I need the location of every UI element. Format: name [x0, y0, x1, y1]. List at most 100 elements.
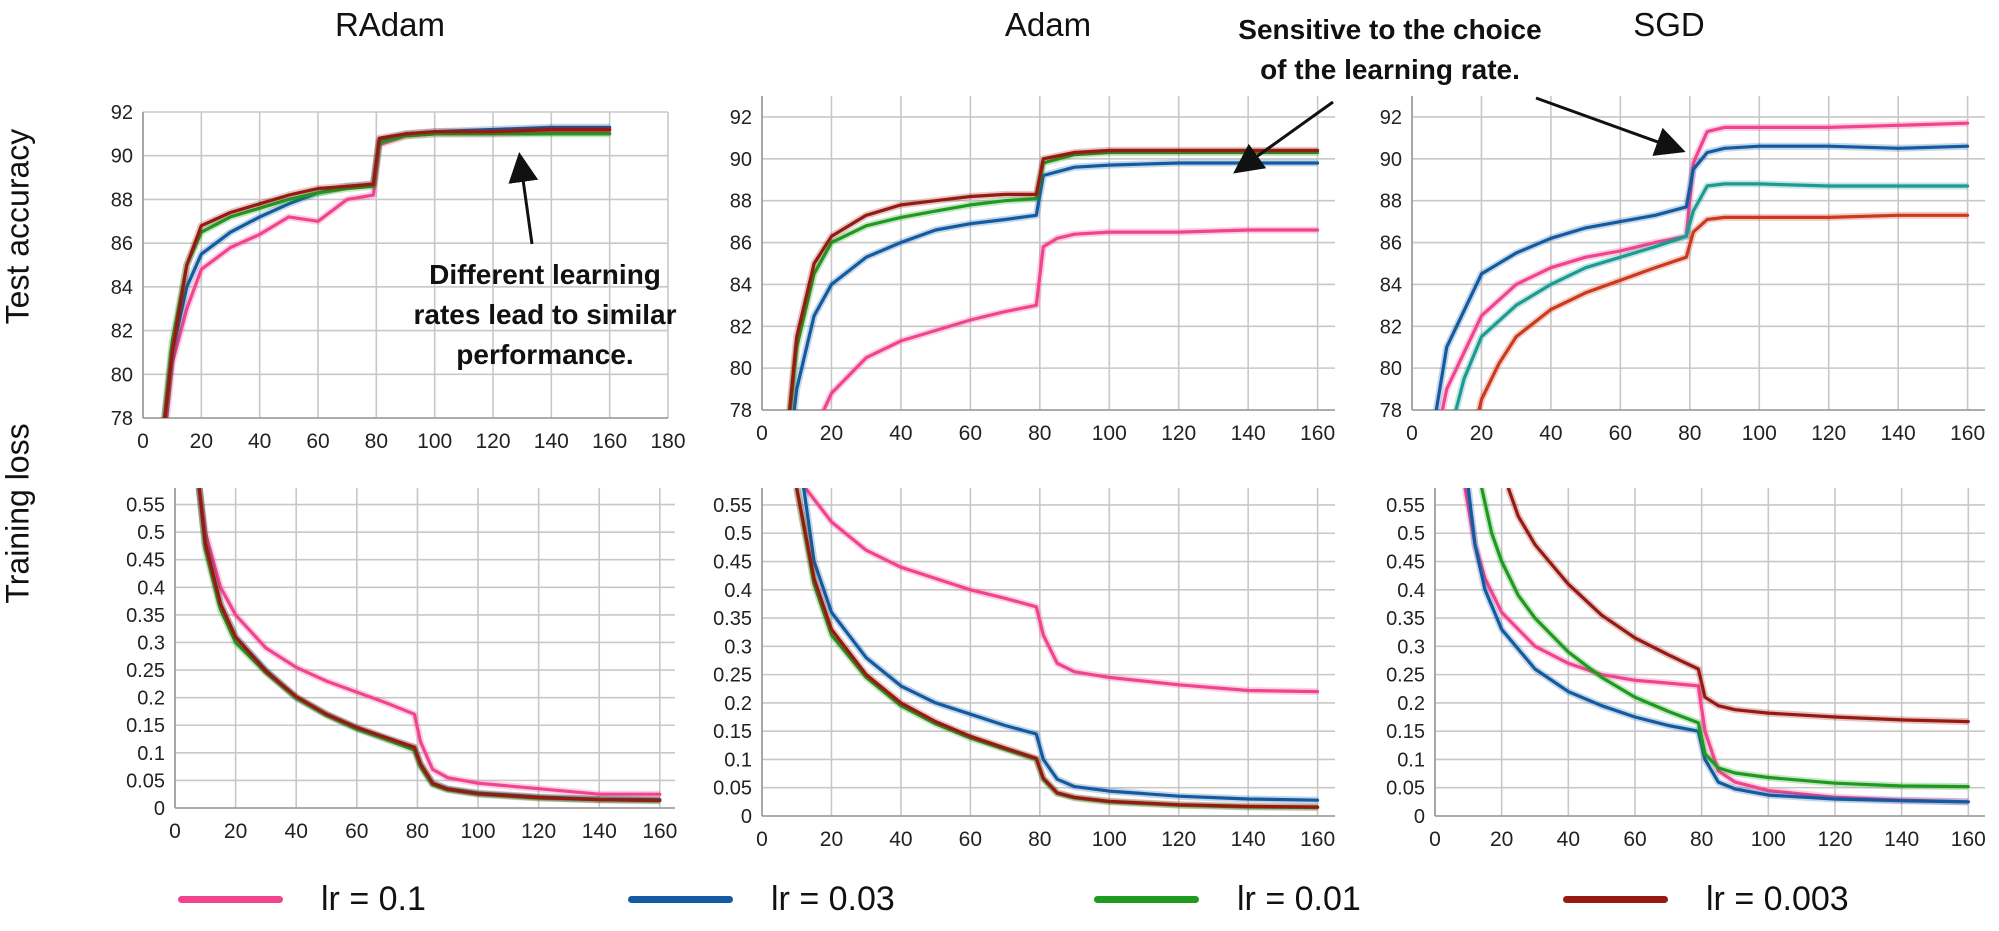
y-tick-label: 0.2 [724, 693, 752, 715]
y-tick-label: 78 [730, 400, 752, 422]
series-line-3 [1454, 182, 1970, 410]
x-tick-label: 80 [1028, 828, 1051, 851]
series-band-2 [1464, 488, 1969, 806]
y-tick-label: 90 [111, 146, 133, 168]
x-tick-label: 140 [1881, 422, 1916, 445]
y-tick-label: 86 [730, 233, 752, 255]
x-tick-label: 20 [820, 422, 843, 445]
y-tick-label: 0 [741, 806, 752, 828]
y-tick-label: 0 [1414, 806, 1425, 828]
x-tick-label: 160 [1950, 422, 1985, 445]
series-line-1 [1440, 121, 1970, 410]
legend-item-lr-0.01: lr = 0.01 [1094, 880, 1361, 919]
y-tick-label: 0.4 [137, 577, 165, 599]
series-line-2 [792, 161, 1320, 410]
chart-panel-6: 0 20 40 60 80 100 120 140 160 0 0.05 0.1 0.15 0.2 0.25… [1386, 488, 1986, 851]
y-tick-label: 0.3 [137, 632, 165, 654]
y-tick-label: 0.15 [1386, 721, 1425, 743]
series-line-4 [795, 488, 1320, 809]
x-tick-label: 0 [756, 828, 768, 851]
x-tick-label: 160 [1300, 828, 1335, 851]
y-tick-label: 86 [111, 233, 133, 255]
column-title-sgd: SGD [1633, 6, 1705, 43]
y-tick-label: 84 [111, 277, 133, 299]
chart-panel-3: 0 20 40 60 80 100 120 140 160 78 80 82 84 86 88 90 92 [1380, 96, 1985, 445]
x-tick-label: 120 [1817, 828, 1852, 851]
x-tick-label: 140 [1884, 828, 1919, 851]
y-tick-label: 0.45 [126, 550, 165, 572]
series-line-4 [197, 488, 662, 802]
x-tick-label: 20 [1470, 422, 1493, 445]
x-tick-label: 100 [1092, 828, 1127, 851]
series-band-4 [1505, 488, 1969, 726]
series-band-3 [786, 149, 1318, 410]
y-tick-label: 88 [730, 191, 752, 213]
arrow-sgd [1535, 96, 1686, 156]
y-tick-label: 0.05 [126, 770, 165, 792]
annotation-sensitivity: Sensitive to the choice of the learning … [1200, 10, 1580, 90]
y-tick-label: 90 [1380, 149, 1402, 171]
legend-swatch [1563, 896, 1668, 903]
series-group [793, 488, 1320, 811]
x-tick-label: 100 [1092, 422, 1127, 445]
legend-label: lr = 0.003 [1706, 880, 1849, 918]
x-tick-label: 160 [642, 820, 677, 843]
chart-panel-2: 0 20 40 60 80 100 120 140 160 78 80 82 84 86 88 90 92 [730, 96, 1335, 445]
legend-label: lr = 0.03 [771, 880, 895, 918]
x-tick-label: 60 [959, 422, 982, 445]
x-tick-label: 20 [820, 828, 843, 851]
arrow-radam [508, 152, 539, 245]
x-tick-label: 140 [1231, 422, 1266, 445]
x-tick-label: 20 [224, 820, 247, 843]
series-band-2 [800, 488, 1318, 804]
x-tick-label: 80 [1678, 422, 1701, 445]
x-tick-label: 80 [1028, 422, 1051, 445]
x-tick-label: 60 [1623, 828, 1646, 851]
y-tick-label: 0.4 [1397, 580, 1425, 602]
x-tick-label: 80 [1690, 828, 1713, 851]
y-tick-label: 0.35 [1386, 608, 1425, 630]
y-tick-label: 86 [1380, 233, 1402, 255]
y-tick-label: 0.4 [724, 580, 752, 602]
column-title-radam: RAdam [334, 6, 446, 43]
series-line-4 [1477, 213, 1970, 410]
arrow-adam [1233, 100, 1334, 174]
legend-swatch [1094, 896, 1199, 903]
chart-panel-1: 0 20 40 60 80 100 120 140 160 180 78 80 82 84 86 88 90 92 [111, 102, 686, 453]
x-tick-label: 0 [1429, 828, 1441, 851]
y-tick-label: 0.45 [713, 552, 752, 574]
y-tick-label: 0 [154, 798, 165, 820]
y-tick-label: 80 [1380, 358, 1402, 380]
y-tick-label: 0.55 [1386, 495, 1425, 517]
annotation-radam-line: performance. [456, 339, 634, 370]
x-tick-label: 140 [582, 820, 617, 843]
legend-swatch [628, 896, 733, 903]
x-tick-label: 40 [889, 422, 912, 445]
series-line-1 [822, 228, 1320, 410]
x-tick-label: 60 [306, 430, 329, 453]
y-tick-label: 92 [1380, 107, 1402, 129]
x-tick-label: 120 [1161, 828, 1196, 851]
y-tick-label: 0.2 [137, 688, 165, 710]
series-line-4 [787, 148, 1320, 410]
x-tick-label: 80 [365, 430, 388, 453]
annotation-radam: Different learning rates lead to similar… [385, 255, 705, 375]
x-tick-label: 160 [592, 430, 627, 453]
y-tick-label: 84 [730, 274, 752, 296]
x-tick-label: 120 [475, 430, 510, 453]
y-tick-label: 0.5 [137, 522, 165, 544]
x-tick-label: 100 [461, 820, 496, 843]
y-tick-label: 92 [730, 107, 752, 129]
x-tick-label: 100 [417, 430, 452, 453]
x-tick-label: 140 [1231, 828, 1266, 851]
y-tick-label: 90 [730, 149, 752, 171]
y-tick-label: 0.05 [713, 778, 752, 800]
x-tick-label: 60 [345, 820, 368, 843]
y-tick-label: 0.1 [137, 743, 165, 765]
series-group [195, 488, 662, 805]
y-tick-label: 0.15 [126, 715, 165, 737]
x-tick-label: 120 [1811, 422, 1846, 445]
series-group [160, 123, 612, 418]
